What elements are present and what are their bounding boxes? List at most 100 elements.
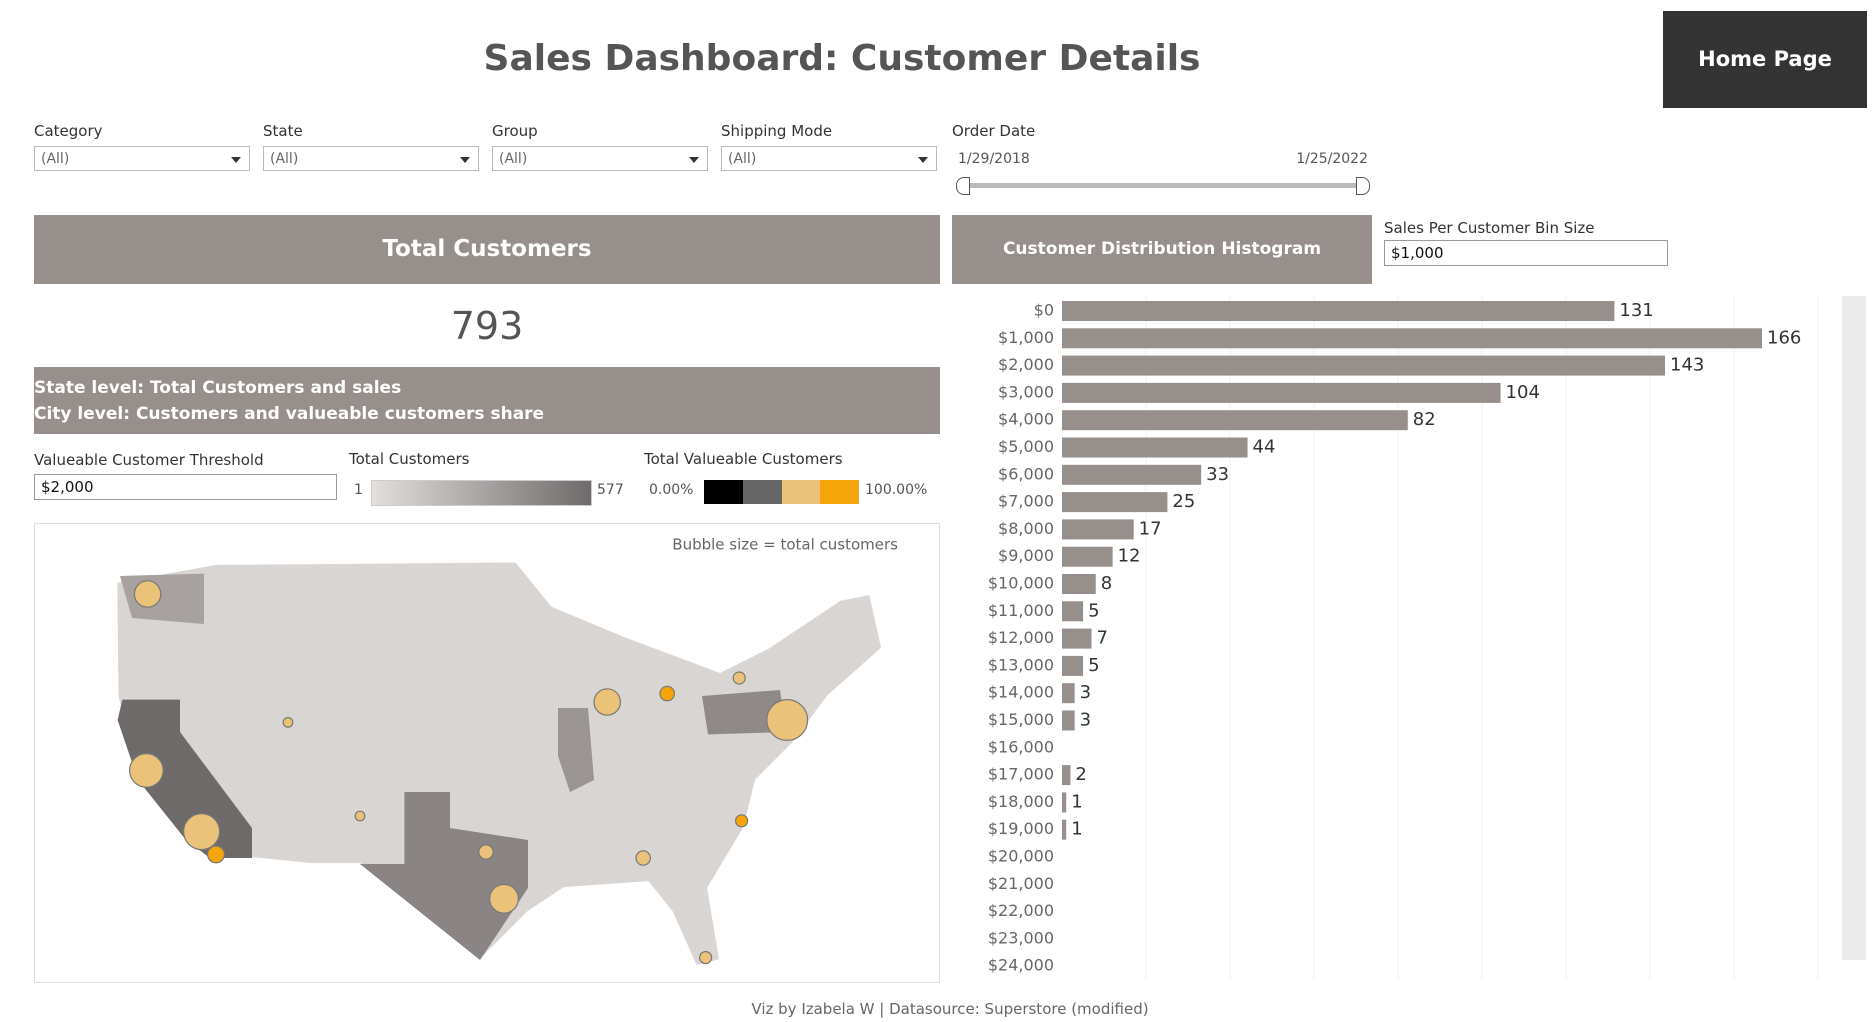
y-tick-label: $1,000 [998, 328, 1054, 347]
y-tick-label: $6,000 [998, 464, 1054, 483]
legend-max: 100.00% [865, 482, 928, 498]
bin-size-input[interactable]: $1,000 [1384, 240, 1668, 266]
data-label: 25 [1172, 491, 1195, 512]
bubble [183, 813, 221, 851]
bubble [282, 717, 294, 728]
data-label: 166 [1767, 327, 1801, 348]
data-label: 3 [1080, 682, 1091, 703]
data-label: 143 [1670, 355, 1704, 376]
bar [1062, 792, 1067, 813]
y-tick-label: $16,000 [988, 737, 1054, 756]
page-title: Sales Dashboard: Customer Details [483, 38, 1201, 79]
bubble [699, 951, 713, 965]
bar [1062, 301, 1615, 321]
bubble [659, 685, 676, 702]
bar [1062, 710, 1075, 731]
histogram-header: Customer Distribution Histogram [952, 215, 1372, 284]
heading-line: State level: Total Customers and sales [34, 378, 402, 398]
y-tick-label: $23,000 [988, 928, 1054, 947]
bar [1062, 628, 1092, 649]
y-tick-label: $7,000 [998, 492, 1054, 511]
data-label: 12 [1118, 546, 1141, 567]
map-note: Bubble size = total customers [672, 536, 898, 554]
bar [1062, 492, 1168, 513]
legend-min: 0.00% [649, 482, 694, 498]
legend-min: 1 [354, 482, 363, 498]
filter-dropdown[interactable]: (All) [263, 146, 479, 171]
y-tick-label: $17,000 [988, 765, 1054, 784]
legend-gradient [371, 480, 592, 506]
bubble [129, 753, 164, 788]
y-tick-label: $5,000 [998, 437, 1054, 456]
histogram: $0 131$1,000 166$2,000 143$3,000 104$4,000 82… [988, 296, 1866, 980]
y-tick-label: $15,000 [988, 710, 1054, 729]
y-tick-label: $12,000 [988, 628, 1054, 647]
data-label: 3 [1080, 710, 1091, 731]
legend-title: Total Valueable Customers [644, 450, 843, 468]
bar [1062, 683, 1075, 704]
bar [1062, 355, 1666, 376]
filter-label: Shipping Mode [721, 122, 833, 140]
y-tick-label: $4,000 [998, 410, 1054, 429]
data-label: 5 [1088, 655, 1099, 676]
y-tick-label: $24,000 [988, 956, 1054, 975]
y-tick-label: $2,000 [998, 355, 1054, 374]
bubble [478, 844, 494, 860]
y-tick-label: $8,000 [998, 519, 1054, 538]
slider-handle[interactable] [1356, 177, 1370, 195]
bubble [489, 883, 520, 914]
filter-label: Group [492, 122, 538, 140]
filter-dropdown[interactable]: (All) [34, 146, 250, 171]
legend-title: Total Customers [349, 450, 470, 468]
date-start: 1/29/2018 [958, 151, 1030, 167]
bar [1062, 382, 1501, 403]
y-tick-label: $19,000 [988, 819, 1054, 838]
state-shape [117, 699, 253, 858]
slider-handle[interactable] [956, 177, 970, 195]
data-label: 2 [1075, 764, 1086, 785]
y-tick-label: $18,000 [988, 792, 1054, 811]
y-tick-label: $10,000 [988, 574, 1054, 593]
bar [1062, 464, 1202, 485]
home-button[interactable]: Home Page [1663, 11, 1867, 108]
y-tick-label: $3,000 [998, 382, 1054, 401]
y-tick-label: $21,000 [988, 874, 1054, 893]
kpi-value: 793 [450, 304, 524, 348]
threshold-input[interactable]: $2,000 [34, 474, 337, 500]
bar [1062, 819, 1067, 840]
y-tick-label: $0 [1034, 301, 1054, 320]
threshold-label: Valueable Customer Threshold [34, 451, 264, 469]
data-label: 104 [1506, 382, 1540, 403]
map: Bubble size = total customers [34, 523, 940, 983]
data-label: 5 [1088, 600, 1099, 621]
date-label: Order Date [952, 122, 1036, 140]
bubble [133, 580, 162, 608]
state-shape [360, 792, 528, 960]
state-shape [702, 690, 787, 735]
kpi-header: Total Customers [34, 215, 940, 284]
bar [1062, 328, 1762, 349]
y-tick-label: $13,000 [988, 655, 1054, 674]
bar [1062, 519, 1134, 540]
bar [1062, 765, 1071, 786]
data-label: 44 [1253, 437, 1276, 458]
y-tick-label: $20,000 [988, 847, 1054, 866]
filter-label: State [263, 122, 303, 140]
filter-dropdown[interactable]: (All) [492, 146, 708, 171]
scrollbar[interactable] [1842, 296, 1866, 960]
bar [1062, 437, 1248, 458]
y-tick-label: $9,000 [998, 546, 1054, 565]
bubble [635, 850, 652, 866]
legend-swatches [704, 480, 859, 504]
map-heading: State level: Total Customers and sales C… [34, 367, 940, 434]
data-label: 17 [1139, 518, 1162, 539]
bar [1062, 410, 1408, 431]
data-label: 82 [1413, 409, 1436, 430]
bubble [207, 845, 226, 864]
data-label: 8 [1101, 573, 1112, 594]
date-slider-track[interactable] [962, 183, 1362, 188]
y-tick-label: $22,000 [988, 901, 1054, 920]
bar [1062, 574, 1096, 594]
filter-dropdown[interactable]: (All) [721, 146, 937, 171]
